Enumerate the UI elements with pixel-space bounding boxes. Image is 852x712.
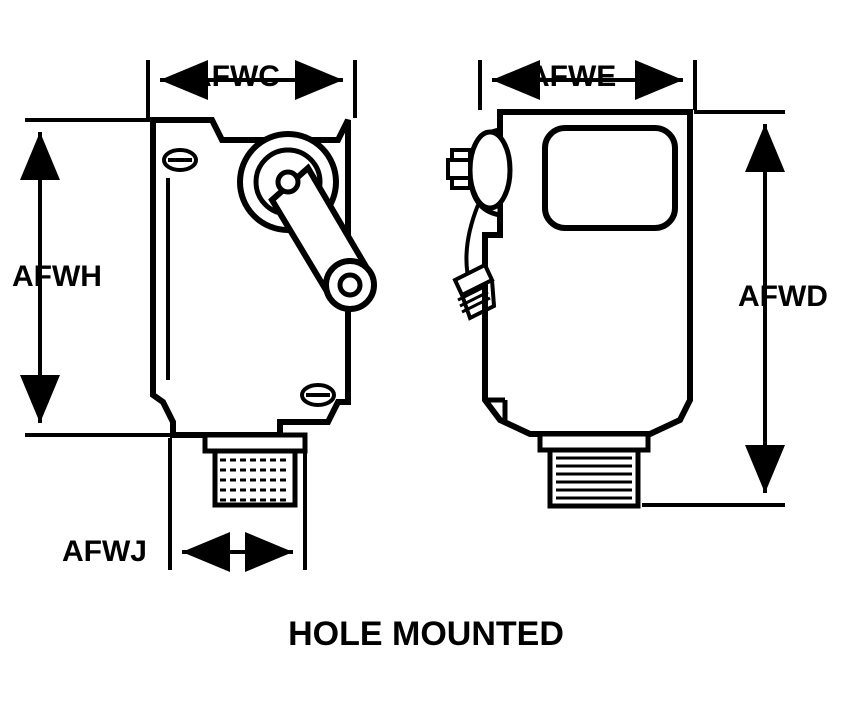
label-afwj: AFWJ xyxy=(62,535,147,569)
label-afwh: AFWH xyxy=(12,260,102,294)
label-afwe: AFWE xyxy=(528,60,616,94)
diagram-container: AFWC AFWE AFWH AFWD AFWJ HOLE MOUNTED xyxy=(0,0,852,712)
label-afwd: AFWD xyxy=(738,280,828,314)
right-view xyxy=(448,112,690,506)
technical-drawing-svg xyxy=(0,0,852,712)
label-afwc: AFWC xyxy=(190,60,280,94)
left-view xyxy=(153,120,374,505)
diagram-title: HOLE MOUNTED xyxy=(0,615,852,654)
